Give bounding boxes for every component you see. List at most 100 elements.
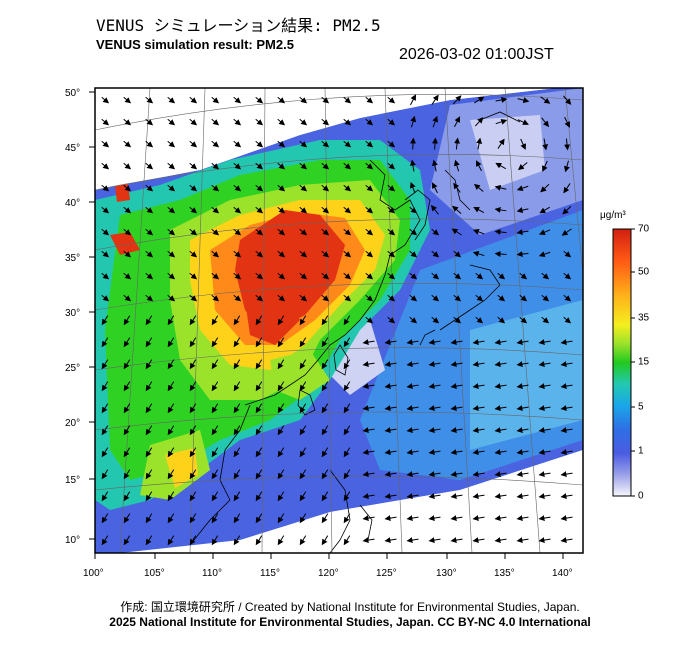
wind-arrow bbox=[431, 228, 440, 236]
wind-arrow bbox=[387, 316, 396, 324]
wind-arrow bbox=[145, 96, 154, 104]
wind-arrow bbox=[167, 535, 175, 546]
lat-label: 20° bbox=[65, 418, 80, 429]
wind-arrow bbox=[123, 469, 131, 480]
wind-arrow bbox=[145, 250, 154, 258]
wind-arrow bbox=[299, 118, 308, 126]
wind-arrow bbox=[211, 184, 220, 192]
wind-arrow bbox=[101, 250, 110, 258]
wind-arrow bbox=[189, 140, 198, 148]
wind-arrow bbox=[362, 339, 375, 346]
wind-arrow bbox=[101, 96, 110, 104]
wind-arrow bbox=[167, 250, 176, 258]
wind-arrow bbox=[406, 449, 419, 456]
wind-arrow bbox=[277, 162, 286, 170]
wind-arrow bbox=[343, 184, 352, 192]
wind-arrow bbox=[321, 140, 330, 148]
wind-arrow bbox=[189, 491, 197, 502]
wind-arrow bbox=[321, 96, 330, 104]
wind-arrow bbox=[343, 118, 352, 126]
wind-arrow bbox=[387, 140, 396, 148]
wind-arrow bbox=[123, 403, 131, 414]
wind-arrow bbox=[540, 96, 551, 104]
wind-arrow bbox=[384, 449, 397, 456]
wind-arrow bbox=[476, 160, 482, 172]
wind-arrow bbox=[167, 272, 176, 280]
wind-arrow bbox=[472, 515, 485, 522]
wind-arrow bbox=[563, 294, 572, 302]
wind-arrow bbox=[167, 140, 176, 148]
wind-arrow bbox=[255, 96, 264, 104]
colorbar-tick-label: 5 bbox=[638, 401, 644, 413]
wind-arrow bbox=[472, 537, 485, 544]
wind-arrow bbox=[406, 493, 419, 500]
wind-arrow bbox=[384, 493, 397, 500]
wind-arrow bbox=[541, 316, 550, 324]
wind-arrow bbox=[211, 272, 220, 280]
wind-arrow bbox=[211, 96, 220, 104]
wind-arrow bbox=[145, 140, 154, 148]
wind-arrow bbox=[233, 140, 242, 148]
wind-arrow bbox=[211, 206, 220, 214]
wind-arrow bbox=[450, 361, 463, 368]
wind-arrow bbox=[473, 207, 485, 213]
wind-arrow bbox=[387, 118, 396, 126]
wind-arrow bbox=[145, 206, 154, 214]
wind-arrow bbox=[343, 140, 352, 148]
wind-arrow bbox=[255, 206, 264, 214]
wind-arrow bbox=[101, 118, 110, 126]
wind-arrow bbox=[343, 294, 352, 302]
lon-label: 125° bbox=[376, 568, 397, 579]
lat-label: 40° bbox=[65, 198, 80, 209]
wind-arrow bbox=[362, 383, 375, 390]
wind-arrow bbox=[450, 427, 463, 434]
wind-arrow bbox=[384, 383, 397, 390]
wind-arrow bbox=[516, 361, 529, 368]
wind-arrow bbox=[453, 159, 460, 172]
wind-arrow bbox=[145, 359, 153, 370]
wind-arrow bbox=[517, 97, 530, 104]
wind-arrow bbox=[387, 250, 396, 258]
wind-arrow bbox=[299, 491, 307, 502]
wind-arrow bbox=[560, 449, 573, 456]
wind-arrow bbox=[299, 381, 307, 392]
wind-arrow bbox=[475, 294, 484, 302]
wind-arrow bbox=[167, 425, 175, 436]
wind-arrow bbox=[365, 250, 374, 258]
wind-arrow bbox=[321, 359, 329, 370]
wind-arrow bbox=[538, 427, 551, 434]
wind-arrow bbox=[450, 405, 463, 412]
wind-arrow bbox=[362, 537, 375, 544]
wind-arrow bbox=[145, 381, 153, 392]
wind-arrow bbox=[343, 206, 352, 214]
colorbar bbox=[612, 228, 632, 497]
wind-arrow bbox=[145, 294, 154, 302]
wind-arrow bbox=[472, 493, 485, 500]
wind-arrow bbox=[299, 140, 308, 148]
wind-arrow bbox=[365, 228, 374, 236]
wind-arrow bbox=[563, 316, 572, 324]
red-core-south bbox=[245, 290, 300, 345]
wind-arrow bbox=[189, 228, 198, 236]
wind-arrow bbox=[494, 515, 507, 522]
wind-arrow bbox=[472, 471, 485, 478]
wind-arrow bbox=[432, 182, 438, 194]
wind-arrow bbox=[211, 140, 220, 148]
wind-arrow bbox=[343, 337, 351, 348]
wind-arrow bbox=[406, 515, 419, 522]
wind-arrow bbox=[451, 228, 462, 236]
wind-arrow bbox=[299, 359, 307, 370]
wind-arrow bbox=[277, 118, 286, 126]
wind-arrow bbox=[409, 228, 418, 236]
wind-arrow bbox=[450, 537, 463, 544]
wind-arrow bbox=[453, 116, 461, 128]
wind-arrow bbox=[145, 118, 154, 126]
northwest-red-spot bbox=[115, 184, 130, 202]
wind-arrow bbox=[520, 138, 526, 150]
wind-arrow bbox=[123, 535, 131, 546]
wind-arrow bbox=[365, 294, 374, 302]
wind-arrow bbox=[560, 427, 573, 434]
wind-arrow bbox=[299, 425, 307, 436]
wind-arrow bbox=[560, 361, 573, 368]
wind-arrow bbox=[450, 493, 463, 500]
